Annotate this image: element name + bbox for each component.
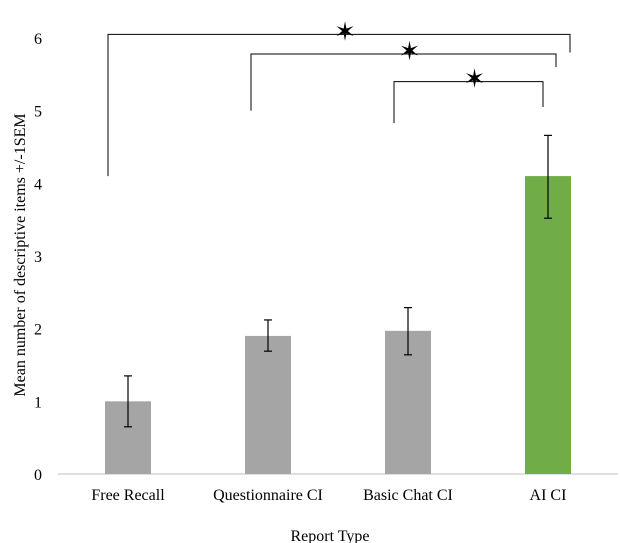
y-tick-label: 2	[34, 322, 42, 339]
y-tick-label: 3	[34, 249, 42, 266]
y-tick-label: 5	[34, 104, 42, 121]
x-tick-label: Basic Chat CI	[363, 487, 453, 504]
x-tick-label: Questionnaire CI	[213, 487, 323, 504]
significance-brackets: ✶ ✶ ✶	[107, 17, 571, 177]
significance-star: ✶	[464, 65, 486, 95]
y-tick-label: 0	[34, 467, 42, 484]
significance-bracket	[107, 33, 571, 177]
significance-star: ✶	[334, 17, 356, 47]
significance-star: ✶	[399, 37, 421, 67]
bar	[245, 335, 291, 474]
y-tick-label: 4	[34, 176, 42, 193]
x-tick-label: Free Recall	[91, 487, 165, 504]
y-tick-label: 6	[34, 31, 42, 48]
error-bars	[124, 134, 552, 428]
significance-bracket	[393, 81, 544, 124]
y-tick-label: 1	[34, 394, 42, 411]
bar	[525, 176, 571, 475]
significance-bracket	[250, 53, 557, 111]
y-axis-label: Mean number of descriptive items +/-1SEM	[12, 113, 29, 396]
bars	[105, 176, 571, 475]
tick-labels: 0 1 2 3 4 5 6 Free Recall Questionnaire CI Basic …	[34, 31, 566, 504]
x-tick-label: AI CI	[530, 487, 567, 504]
x-axis-label: Report Type	[290, 528, 369, 543]
